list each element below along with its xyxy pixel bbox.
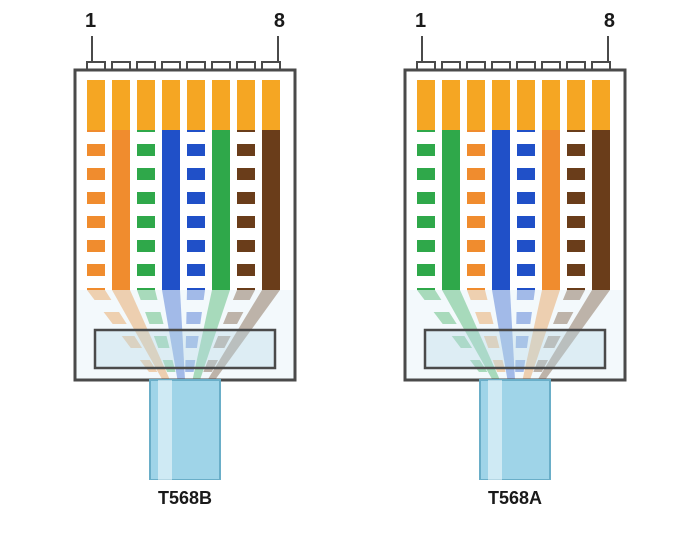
wire xyxy=(442,130,460,290)
pin-labels: 18 xyxy=(65,10,305,60)
connector-caption: T568B xyxy=(65,488,305,509)
pin-contact xyxy=(542,80,560,130)
connector-t568a: 18T568A xyxy=(395,10,635,509)
pin-label-8: 8 xyxy=(604,10,615,33)
pin-contact xyxy=(567,80,585,130)
pin-contact xyxy=(492,80,510,130)
wire xyxy=(492,130,510,290)
pin-contact xyxy=(212,80,230,130)
connector-caption: T568A xyxy=(395,488,635,509)
wire xyxy=(87,130,105,290)
connector-t568b: 18T568B xyxy=(65,10,305,509)
connector-svg xyxy=(65,60,305,480)
clip-slot xyxy=(95,330,275,368)
pin-label-1: 1 xyxy=(85,10,96,33)
pin-tick-8 xyxy=(277,36,279,62)
wire xyxy=(467,130,485,290)
pin-contact xyxy=(592,80,610,130)
pin-contact xyxy=(417,80,435,130)
pin-labels: 18 xyxy=(395,10,635,60)
pin-contact xyxy=(467,80,485,130)
wire xyxy=(187,130,205,290)
pin-contact xyxy=(262,80,280,130)
pin-contact xyxy=(162,80,180,130)
pin-label-1: 1 xyxy=(415,10,426,33)
pin-contact xyxy=(442,80,460,130)
wire xyxy=(112,130,130,290)
pin-contact xyxy=(517,80,535,130)
wire xyxy=(592,130,610,290)
pin-label-8: 8 xyxy=(274,10,285,33)
connector-svg xyxy=(395,60,635,480)
wire xyxy=(517,130,535,290)
pin-contact xyxy=(137,80,155,130)
clip-slot xyxy=(425,330,605,368)
wire xyxy=(567,130,585,290)
pin-tick-1 xyxy=(91,36,93,62)
pin-contact xyxy=(112,80,130,130)
wire xyxy=(237,130,255,290)
pin-tick-1 xyxy=(421,36,423,62)
pin-contact xyxy=(87,80,105,130)
pin-contact xyxy=(187,80,205,130)
wire xyxy=(542,130,560,290)
wire xyxy=(417,130,435,290)
wire xyxy=(212,130,230,290)
wire xyxy=(262,130,280,290)
wire xyxy=(162,130,180,290)
pin-contact xyxy=(237,80,255,130)
wire xyxy=(137,130,155,290)
pin-tick-8 xyxy=(607,36,609,62)
